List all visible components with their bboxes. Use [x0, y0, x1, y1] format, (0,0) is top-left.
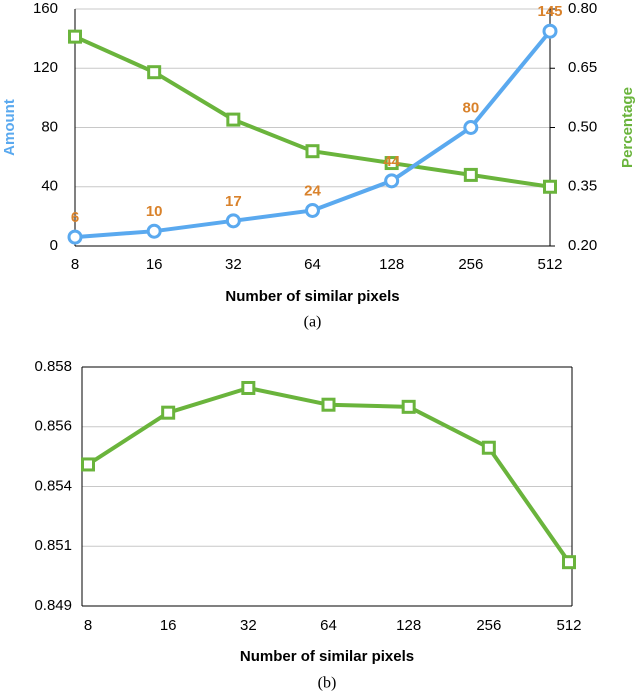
- x-tick-label: 256: [458, 256, 483, 273]
- series-line: [86, 385, 571, 564]
- y2-tick-label: 0.35: [568, 178, 597, 195]
- point: [81, 457, 95, 472]
- y-tick-label: 0.854: [34, 477, 72, 494]
- y-tick-label: 0.858: [34, 358, 72, 375]
- y-tick-label: 0.856: [34, 418, 72, 435]
- y-tick-label: 0.849: [34, 597, 72, 614]
- x-tick-label: 512: [537, 256, 562, 273]
- x-axis-title: Number of similar pixels: [240, 648, 414, 665]
- y-tick-label: 40: [41, 178, 58, 195]
- data-label: 145: [537, 3, 562, 20]
- point: [146, 223, 162, 239]
- point: [384, 156, 399, 171]
- point: [147, 65, 162, 80]
- x-axis-title: Number of similar pixels: [225, 288, 399, 305]
- x-tick-label: 128: [379, 256, 404, 273]
- caption: (b): [318, 675, 337, 692]
- y-axis-title: Amount: [1, 99, 18, 156]
- data-label: 24: [304, 182, 321, 199]
- point: [562, 555, 576, 570]
- point: [305, 144, 320, 159]
- x-tick-label: 512: [556, 617, 581, 634]
- x-tick-label: 8: [71, 256, 79, 273]
- caption: (a): [304, 314, 322, 331]
- point: [481, 440, 496, 455]
- point: [401, 399, 416, 414]
- y2-tick-label: 0.65: [568, 59, 597, 76]
- data-label: 80: [462, 99, 479, 116]
- y-tick-label: 80: [41, 118, 58, 135]
- point: [241, 380, 256, 395]
- data-label: 6: [71, 209, 79, 226]
- x-tick-label: 128: [396, 617, 421, 634]
- point: [161, 405, 176, 420]
- point: [321, 397, 336, 412]
- data-label: 44: [383, 153, 400, 170]
- x-tick-label: 32: [240, 617, 257, 634]
- y2-tick-label: 0.20: [568, 237, 597, 254]
- point: [542, 23, 558, 39]
- point: [225, 213, 241, 229]
- x-tick-label: 16: [160, 617, 177, 634]
- data-label: 17: [225, 193, 242, 210]
- x-tick-label: 8: [84, 617, 92, 634]
- x-tick-label: 64: [304, 256, 321, 273]
- point: [67, 229, 83, 245]
- point: [463, 167, 478, 182]
- y2-tick-label: 0.50: [568, 118, 597, 135]
- point: [226, 112, 241, 127]
- y-tick-label: 120: [33, 59, 58, 76]
- y-tick-label: 0.851: [34, 537, 72, 554]
- y-tick-label: 0: [50, 237, 58, 254]
- x-tick-label: 16: [146, 256, 163, 273]
- y-tick-label: 160: [33, 0, 58, 17]
- x-tick-label: 256: [476, 617, 501, 634]
- point: [463, 120, 479, 135]
- x-tick-label: 64: [320, 617, 337, 634]
- data-label: 10: [146, 203, 163, 220]
- point: [68, 29, 82, 44]
- point: [305, 202, 320, 218]
- x-tick-label: 32: [225, 256, 242, 273]
- point: [543, 179, 557, 194]
- point: [384, 173, 400, 189]
- y2-tick-label: 0.80: [568, 0, 597, 17]
- y2-axis-title: Percentage: [619, 87, 636, 168]
